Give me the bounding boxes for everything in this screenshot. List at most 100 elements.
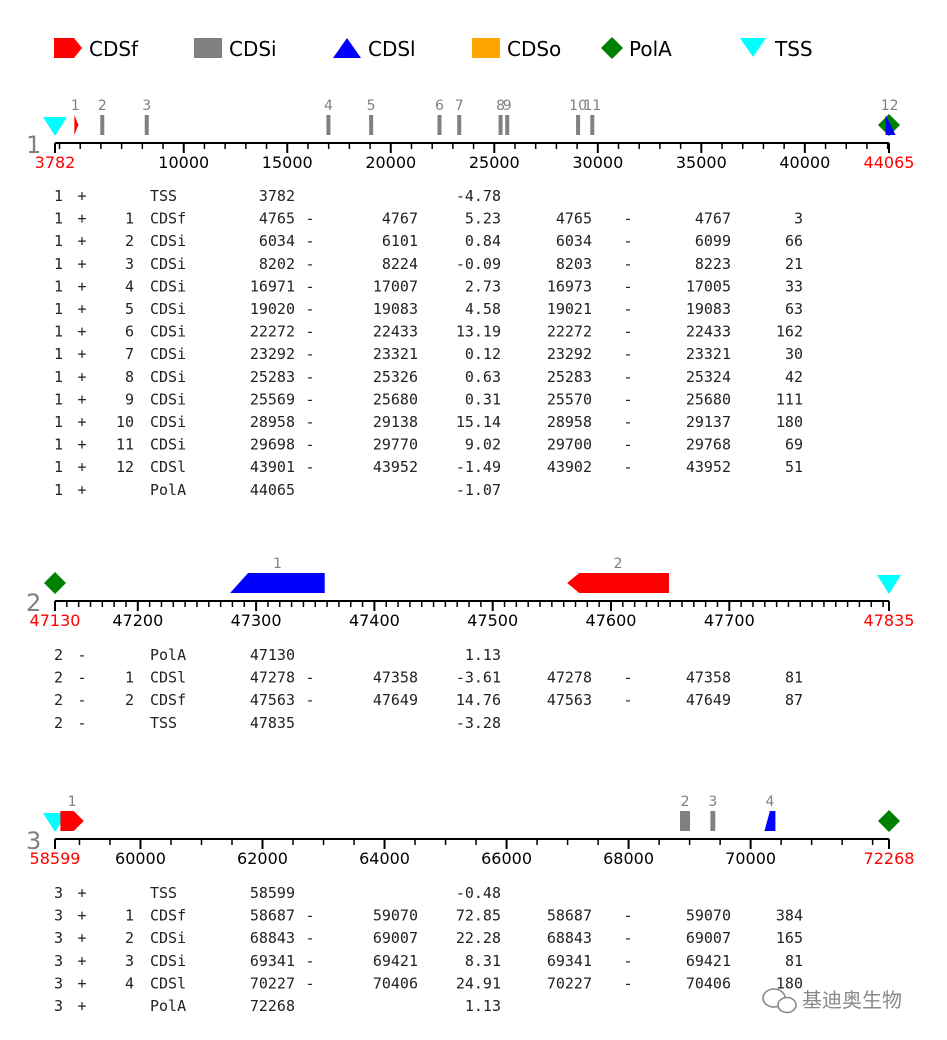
table-cell: CDSf [150, 907, 186, 925]
table-row: 1 +5 CDSi 19020-19083 4.58 19021-19083 63 [54, 300, 803, 318]
table-cell: 47649 [373, 691, 418, 709]
table-cell: - [305, 413, 314, 431]
table-cell: -1.49 [456, 458, 501, 476]
table-cell: 111 [776, 390, 803, 408]
feature-number-label: 7 [455, 98, 464, 114]
table-cell: - [623, 907, 632, 925]
cdsf-feature [60, 811, 84, 831]
table-cell: - [305, 255, 314, 273]
tick-label: 25000 [469, 153, 520, 172]
table-cell: - [623, 436, 632, 454]
feature-number-label: 4 [765, 794, 774, 810]
table-cell: + [77, 884, 86, 902]
table-cell: 25570 [547, 390, 592, 408]
table-cell: 5.23 [465, 210, 501, 228]
track-2: 2 47200 47300 47400 47500 47600 47700 47130 4783… [26, 556, 914, 732]
table-cell: CDSl [150, 974, 186, 992]
table-cell: 11 [116, 436, 134, 454]
table-cell: 16971 [250, 277, 295, 295]
table-cell: 3 [54, 952, 63, 970]
legend-item-tss: TSS [740, 37, 813, 61]
table-cell: TSS [150, 187, 177, 205]
table-cell: - [623, 669, 632, 687]
table-cell: - [623, 210, 632, 228]
table-cell: 165 [776, 929, 803, 947]
table-cell: 1 [54, 345, 63, 363]
feature-number-label: 2 [614, 556, 623, 572]
table-cell: - [305, 929, 314, 947]
table-cell: 180 [776, 413, 803, 431]
table-cell: 4 [125, 277, 134, 295]
table-cell: 1 [54, 300, 63, 318]
table-cell: CDSi [150, 368, 186, 386]
table-cell: CDSi [150, 436, 186, 454]
table-row: 3 + TSS 58599 -0.48 [54, 884, 501, 902]
table-cell: + [77, 232, 86, 250]
table-cell: - [623, 458, 632, 476]
table-cell: + [77, 255, 86, 273]
tss-marker-icon [43, 117, 67, 136]
table-cell: 30 [785, 345, 803, 363]
table-row: 1 +7 CDSi 23292-23321 0.12 23292-23321 30 [54, 345, 803, 363]
table-cell: 69341 [547, 952, 592, 970]
table-cell: 2 [54, 669, 63, 687]
table-cell: 22272 [547, 323, 592, 341]
cdsi-feature [144, 115, 149, 135]
table-cell: CDSi [150, 413, 186, 431]
cdsi-feature [498, 115, 503, 135]
tss-marker-icon [877, 575, 901, 594]
table-cell: CDSl [150, 458, 186, 476]
table-cell: 1 [54, 210, 63, 228]
table-cell: 2 [125, 232, 134, 250]
track-id: 2 [26, 589, 41, 617]
table-row: 1 +10 CDSi 28958-29138 15.14 28958-29137 180 [54, 413, 803, 431]
table-cell: + [77, 974, 86, 992]
table-cell: 63 [785, 300, 803, 318]
tick-label: 62000 [237, 849, 288, 868]
tick-label: 15000 [262, 153, 313, 172]
table-cell: 3 [54, 974, 63, 992]
table-cell: 22.28 [456, 929, 501, 947]
legend: CDSf CDSi CDSl CDSo PolA TSS [54, 37, 813, 61]
tick-label: 60000 [115, 849, 166, 868]
table-cell: 8223 [695, 255, 731, 273]
cdsi-feature [590, 115, 595, 135]
table-cell: 8.31 [465, 952, 501, 970]
table-cell: CDSi [150, 952, 186, 970]
pola-marker-icon [878, 810, 900, 832]
table-cell: TSS [150, 714, 177, 732]
cdsi-feature [457, 115, 462, 135]
table-cell: CDSi [150, 390, 186, 408]
legend-label: CDSl [368, 37, 416, 61]
cdsf-arrow-icon [54, 38, 82, 58]
table-cell: 17007 [373, 277, 418, 295]
table-cell: 72.85 [456, 907, 501, 925]
table-cell: 2 [54, 691, 63, 709]
table-cell: 43902 [547, 458, 592, 476]
cdsi-feature [369, 115, 374, 135]
table-cell: 22433 [373, 323, 418, 341]
table-cell: 1 [125, 210, 134, 228]
table-cell: - [623, 929, 632, 947]
table-cell: 21 [785, 255, 803, 273]
table-cell: - [305, 323, 314, 341]
table-cell: TSS [150, 884, 177, 902]
feature-number-label: 1 [68, 794, 77, 810]
cdsi-feature [437, 115, 442, 135]
table-cell: 58687 [547, 907, 592, 925]
table-cell: 22272 [250, 323, 295, 341]
legend-item-pola: PolA [601, 37, 672, 61]
table-cell: 1.13 [465, 997, 501, 1015]
table-cell: + [77, 187, 86, 205]
table-cell: 69421 [373, 952, 418, 970]
table-cell: 25680 [373, 390, 418, 408]
table-cell: CDSi [150, 323, 186, 341]
table-cell: 0.84 [465, 232, 501, 250]
table-cell: 4.58 [465, 300, 501, 318]
table-cell: 70406 [686, 974, 731, 992]
table-cell: 68843 [250, 929, 295, 947]
feature-number-label: 10 [569, 98, 587, 114]
table-row: 1 +3 CDSi 8202-8224 -0.09 8203-8223 21 [54, 255, 803, 273]
table-cell: -0.09 [456, 255, 501, 273]
tick-label: 47300 [231, 611, 282, 630]
